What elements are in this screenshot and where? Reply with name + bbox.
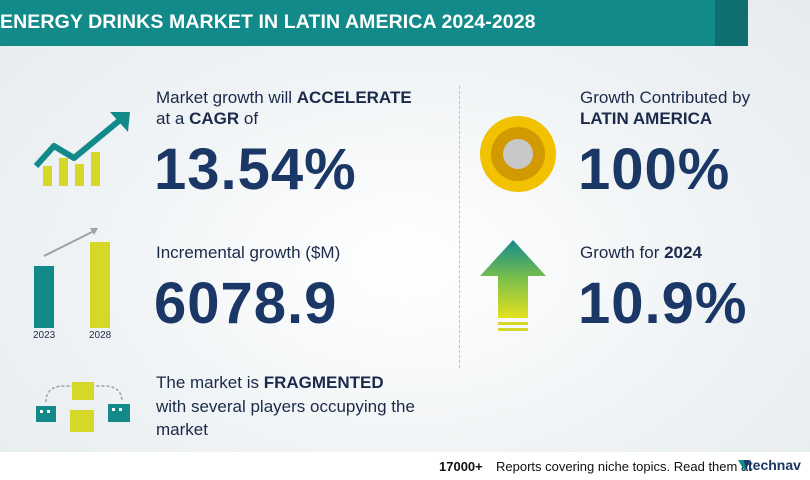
market-line3: market [156, 420, 208, 439]
incremental-label: Incremental growth ($M) [156, 243, 341, 262]
region-value: 100% [578, 137, 731, 202]
incremental-value: 6078.9 [154, 271, 338, 336]
region-line1: Growth Contributed by [580, 88, 751, 107]
footer-brand[interactable]: technav [748, 457, 801, 473]
market-line2: with several players occupying the [156, 397, 415, 416]
technavio-logo-icon [738, 460, 750, 470]
footer-count: 17000+ [439, 459, 483, 474]
footer-bar [0, 452, 810, 480]
bar-year-2028: 2028 [89, 330, 112, 341]
cagr-heading-line1: Market growth will ACCELERATE [156, 88, 412, 107]
up-arrow-icon [480, 240, 546, 331]
donut-icon [480, 116, 556, 192]
banner [0, 0, 715, 46]
page-title: ENERGY DRINKS MARKET IN LATIN AMERICA 20… [0, 11, 536, 33]
year-growth-value: 10.9% [578, 271, 748, 336]
footer-text: Reports covering niche topics. Read them… [496, 459, 752, 474]
cagr-value: 13.54% [154, 137, 357, 202]
bar-year-2023: 2023 [33, 330, 56, 341]
column-divider [459, 86, 460, 368]
growth-chart-icon [33, 112, 130, 186]
building-network-icon [36, 382, 130, 432]
region-line2: LATIN AMERICA [580, 109, 713, 128]
year-growth-label: Growth for 2024 [580, 243, 702, 262]
market-line1: The market is FRAGMENTED [156, 373, 384, 392]
bar-chart-icon [34, 228, 110, 328]
cagr-heading-line2: at a CAGR of [156, 109, 259, 128]
